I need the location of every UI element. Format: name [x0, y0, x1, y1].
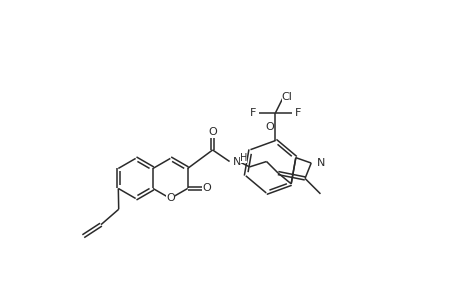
- Text: N: N: [232, 157, 241, 166]
- Text: O: O: [264, 122, 273, 132]
- Text: O: O: [166, 194, 174, 203]
- Text: F: F: [294, 108, 300, 118]
- Text: O: O: [208, 127, 217, 137]
- Text: H: H: [239, 153, 246, 163]
- Text: F: F: [249, 108, 256, 118]
- Text: N: N: [317, 158, 325, 168]
- Text: Cl: Cl: [281, 92, 292, 102]
- Text: O: O: [202, 184, 211, 194]
